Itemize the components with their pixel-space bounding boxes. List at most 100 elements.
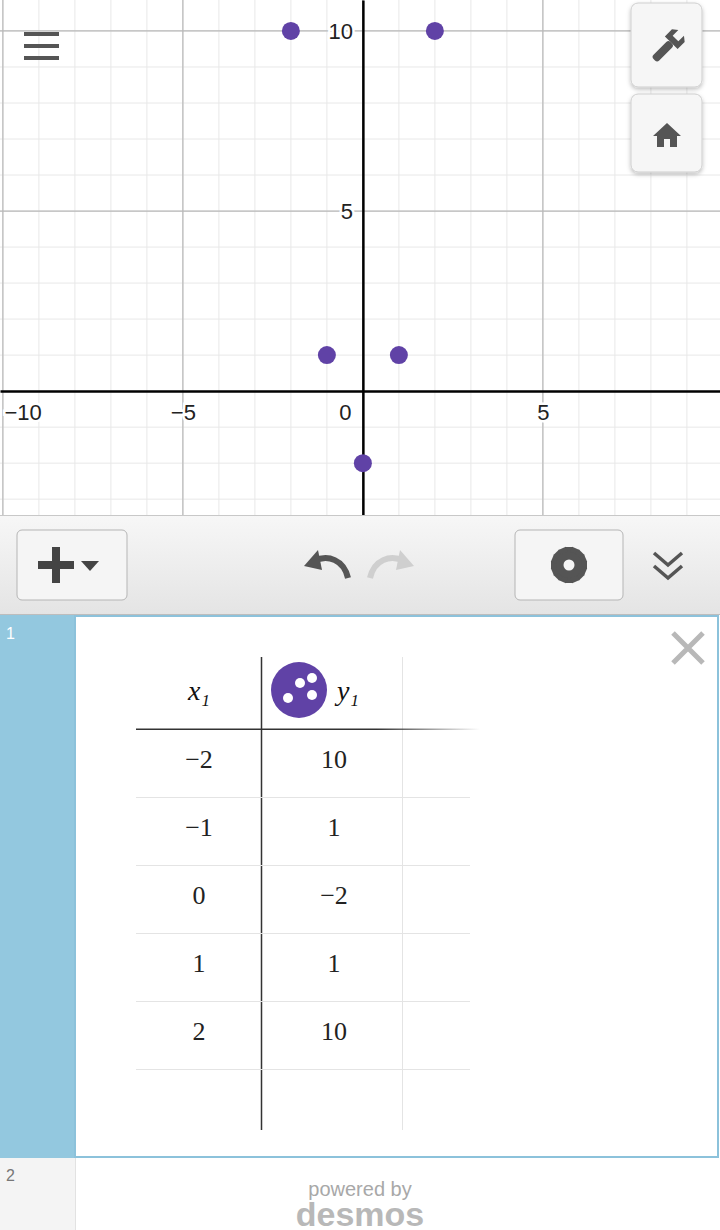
table-cell: 2 [193,1017,206,1046]
point [390,346,408,364]
minor-grid-line [614,0,615,515]
expression-focus-border [75,616,718,1157]
column-header: y₁ [334,675,359,706]
menu-bar [24,44,59,48]
table-cell: −2 [185,745,213,774]
minor-grid-line [0,247,720,248]
icon-dot [307,690,317,700]
menu-bar [24,32,59,36]
table-cell: 1 [328,813,341,842]
icon-dot [283,693,293,703]
point-style-icon[interactable] [271,662,327,718]
grid [0,0,720,515]
minor-grid-line [362,0,363,515]
tick-label: 0 [339,400,351,425]
table-cell: 1 [328,949,341,978]
tick: 10 [328,19,362,44]
expression-tab [0,1158,75,1230]
wrench-handle [651,40,674,63]
minor-grid-line [398,0,399,515]
tick-label: 10 [328,19,352,44]
minor-grid-line [578,0,579,515]
minor-grid-line [0,319,720,320]
plot-background [0,0,720,515]
expression-item: 1x₁y₁−2−1012101−2110 [0,615,720,1158]
button-frame [515,530,623,600]
point [426,22,444,40]
minor-grid-line [110,0,111,515]
icon-dot [295,678,305,688]
toolbar [0,515,720,615]
column-header: x₁ [187,675,210,706]
expression-divider [75,1158,76,1230]
minor-grid-line [0,30,720,31]
home-icon [653,123,681,147]
tick-label: −10 [5,400,42,425]
add-button[interactable] [17,530,127,600]
minor-grid-line [0,499,720,500]
undo-icon [304,550,322,570]
close-icon [673,633,703,663]
minor-grid-line [0,211,720,212]
expression-tab [0,615,75,1158]
chevron [654,566,682,578]
minor-grid-line [0,175,720,176]
minor-grid-line [506,0,507,515]
x-axis: −10−505 [1,391,720,425]
row-rule [136,933,470,934]
tick: −10 [3,391,41,425]
footer-brand: desmos [296,1195,425,1230]
delete-button[interactable] [673,633,703,663]
expression-background [0,615,720,1158]
menu-button[interactable] [24,32,59,60]
minor-grid-line [0,139,720,140]
toolbar-border [0,515,720,516]
tick: −5 [171,391,196,425]
minor-grid-line [2,0,3,515]
major-grid-line [2,0,3,515]
tick-label: 5 [341,199,353,224]
button-frame [631,94,702,172]
gear-body [556,552,582,578]
table-cell: −1 [185,813,213,842]
redo-icon [396,550,414,570]
tick-label: −5 [171,400,196,425]
header-rule [136,729,480,731]
table-cell: 0 [193,881,206,910]
major-grid-line [0,210,720,211]
collapse-button[interactable] [654,553,682,578]
minor-grid-line [0,283,720,284]
settings-button[interactable] [515,530,623,600]
expression-number: 1 [6,625,15,642]
point [354,454,372,472]
major-grid-line [0,30,720,31]
axis-line [362,1,365,516]
home-button[interactable] [631,94,702,172]
redo-button[interactable] [370,550,414,578]
toolbar-background [0,515,720,615]
point [282,22,300,40]
undo-button[interactable] [304,550,348,578]
minor-grid-line [434,0,435,515]
point [318,346,336,364]
minor-grid-line [470,0,471,515]
table-cell: −2 [320,881,348,910]
page: −10−5055101x₁y₁−2−1012101−21102powered b… [0,0,720,1230]
minor-grid-line [146,0,147,515]
plus-icon [52,547,60,583]
icon-circle [271,662,327,718]
minor-grid-line [182,0,183,515]
table-cell: 10 [321,1017,347,1046]
table-cell: 10 [321,745,347,774]
row-rule [136,1069,470,1070]
graph-settings-button[interactable] [631,3,702,87]
minor-grid-line [0,103,720,104]
gear-tooth [553,549,584,580]
toolbar-border [0,614,720,615]
minor-grid-line [0,391,720,392]
major-grid-line [542,0,543,515]
minor-grid-line [218,0,219,515]
row-rule [136,797,470,798]
major-grid-line [182,0,183,515]
minor-grid-line [0,66,720,67]
